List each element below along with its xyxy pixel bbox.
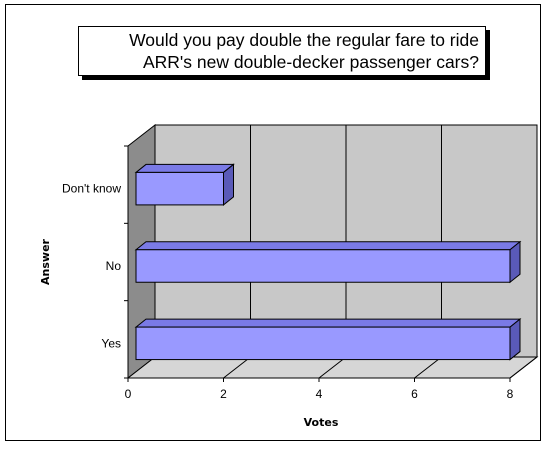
y-axis-title: Answer <box>39 238 52 285</box>
gridline-floor-6 <box>414 356 442 379</box>
bar-top-face <box>134 163 235 173</box>
y-tick-label-no: No <box>106 259 122 273</box>
x-tick-label-0: 0 <box>125 387 132 401</box>
gridlines <box>223 125 538 379</box>
tick-labels: Don't know No Yes 0 2 4 6 8 <box>62 182 514 401</box>
bar-front-face <box>135 326 511 361</box>
x-axis-title: Votes <box>304 416 339 429</box>
chart-title-line-2: ARR's new double-decker passenger cars? <box>142 52 479 72</box>
bar-front-face <box>135 249 511 283</box>
bar-no <box>134 240 522 284</box>
x-tick-label-6: 6 <box>411 387 418 401</box>
bar-front-face <box>135 171 224 206</box>
y-tick-label-yes: Yes <box>101 336 121 350</box>
x-tick-label-8: 8 <box>507 387 514 401</box>
bars <box>134 163 522 361</box>
gridline-floor-4 <box>318 356 347 379</box>
bar-yes <box>134 318 522 361</box>
x-tick-label-2: 2 <box>220 387 227 401</box>
axes <box>124 145 511 382</box>
x-tick-label-4: 4 <box>316 387 323 401</box>
chart-title-line-1: Would you pay double the regular fare to… <box>129 30 479 50</box>
chart-title: Would you pay double the regular fare to… <box>78 26 486 76</box>
gridline-floor-8 <box>509 356 538 379</box>
bar-don-t-know <box>134 163 235 206</box>
gridline-floor-2 <box>223 356 251 379</box>
bar-top-face <box>134 318 522 328</box>
bar-top-face <box>134 241 522 251</box>
y-tick-label-don-t-know: Don't know <box>62 182 121 196</box>
